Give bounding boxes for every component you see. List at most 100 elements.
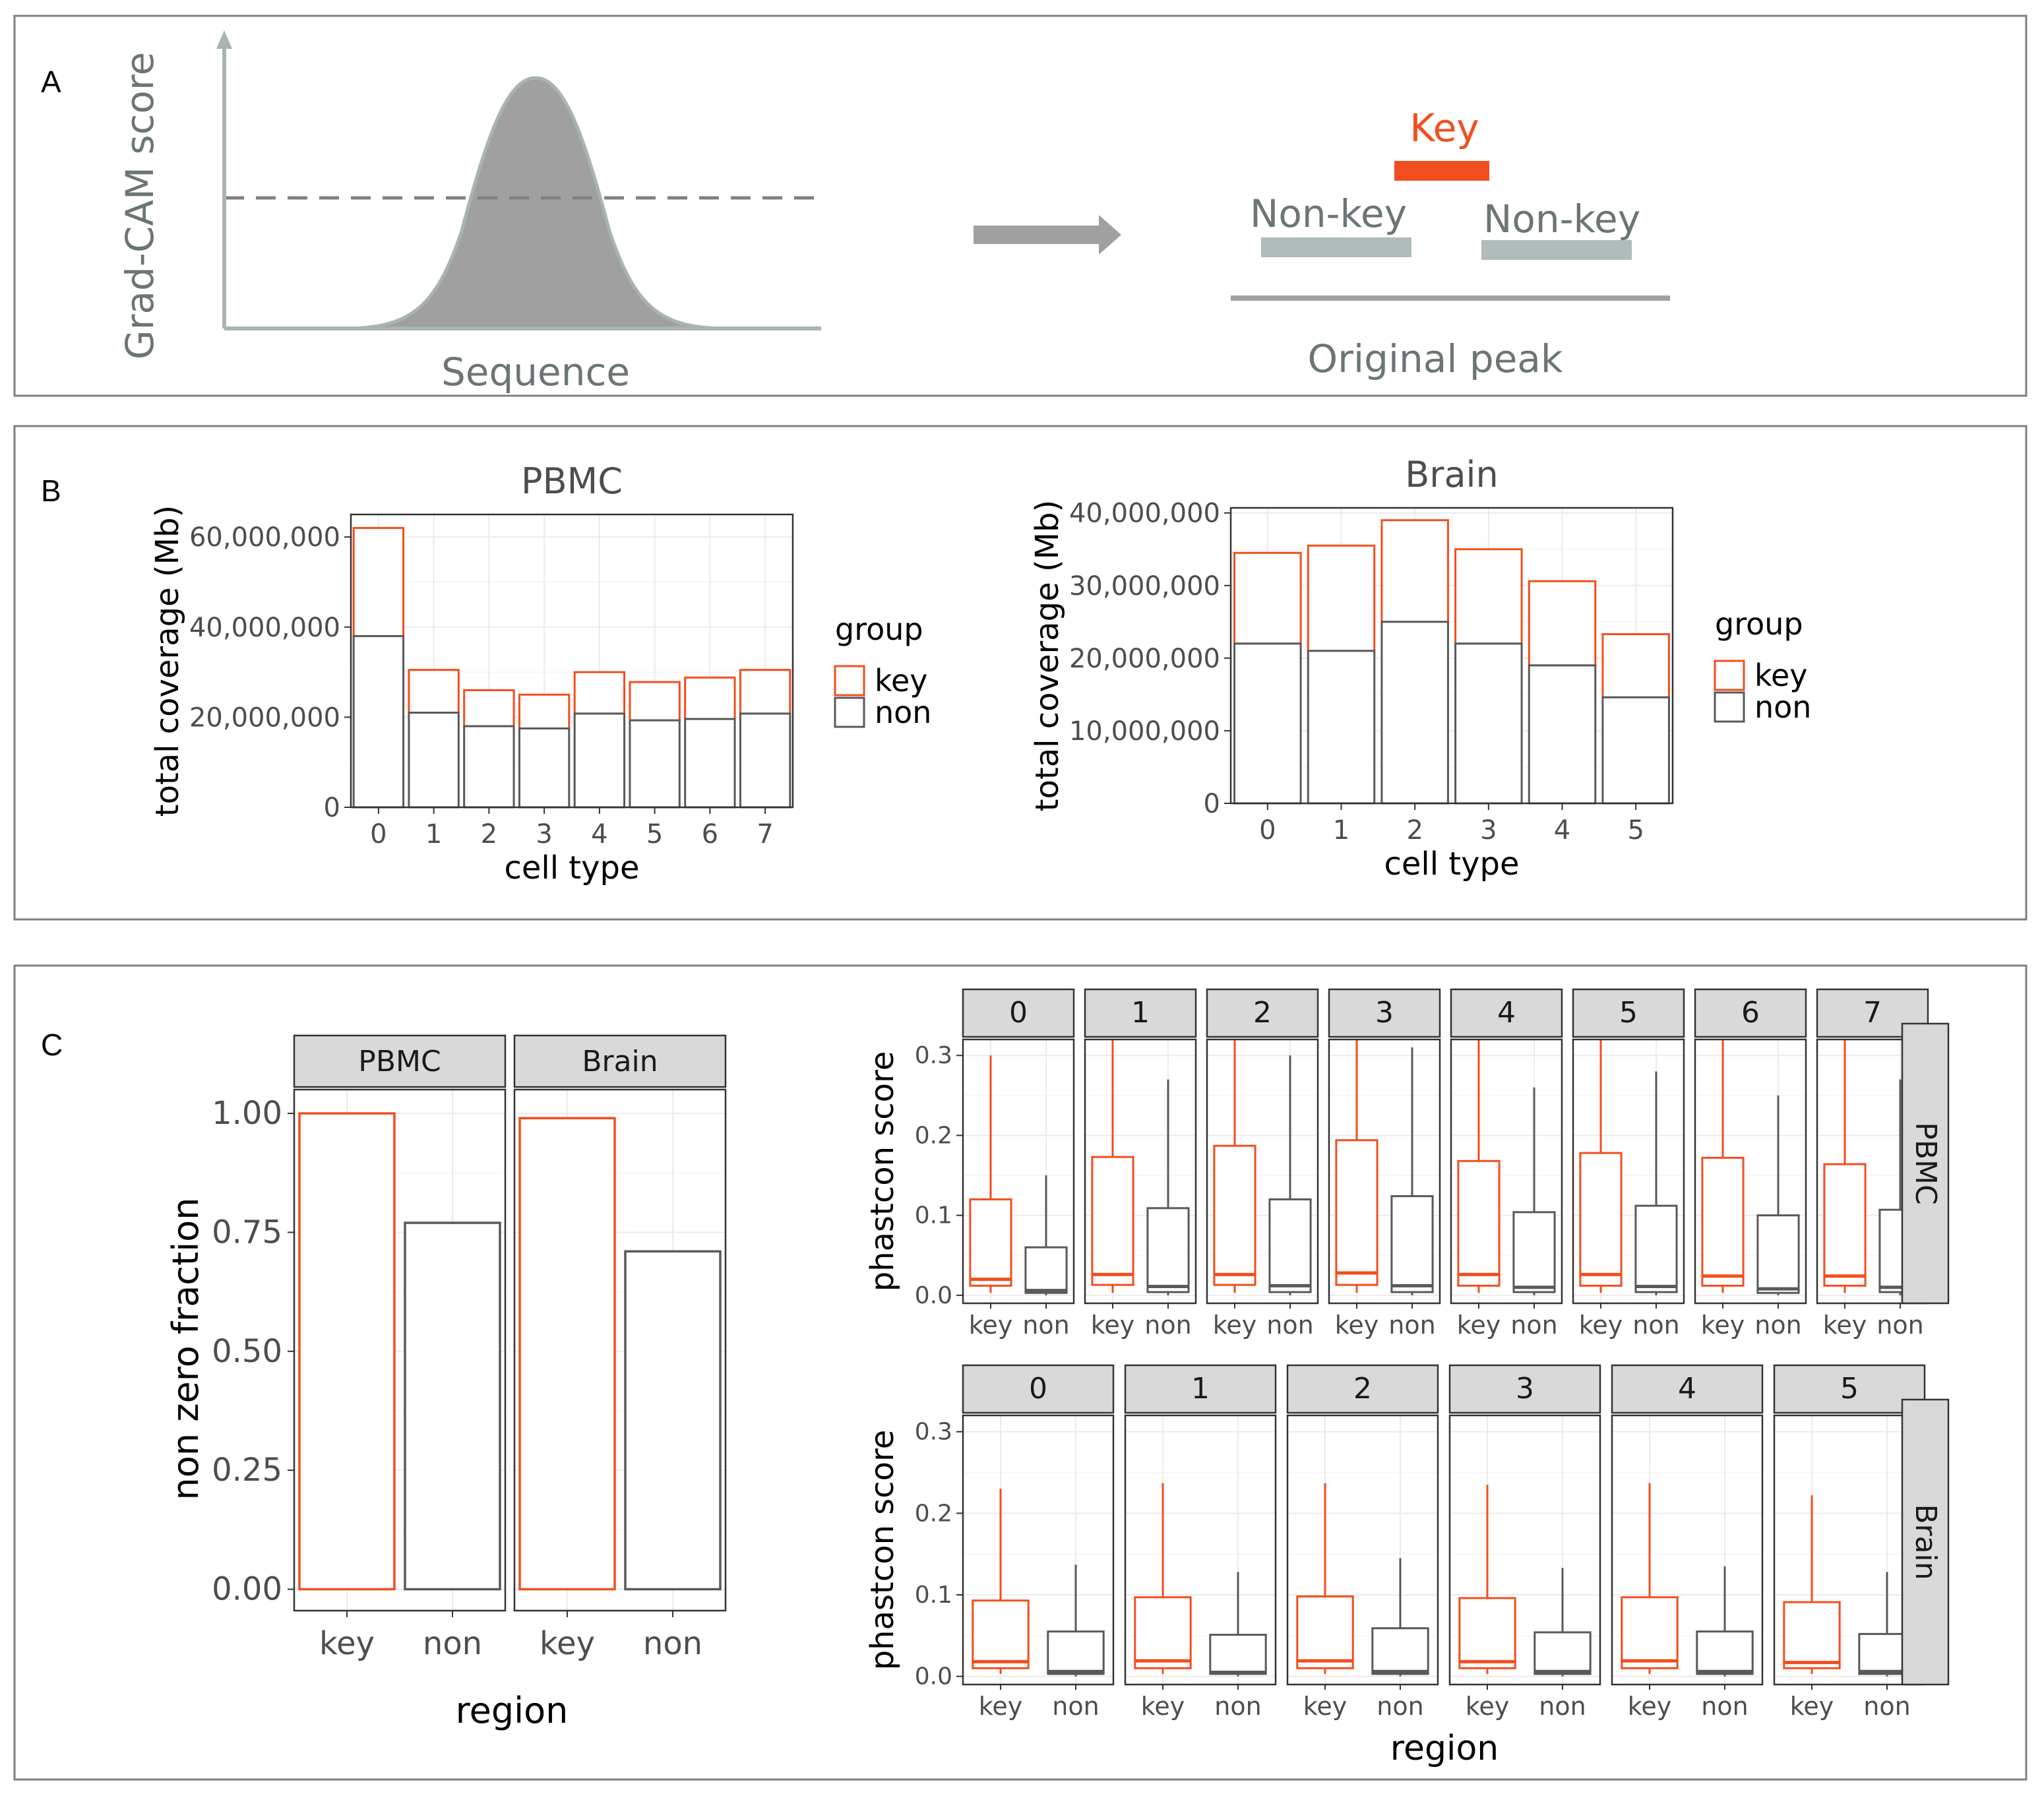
bar-key-segment — [739, 669, 791, 715]
x-tick-label: key — [1335, 1311, 1379, 1340]
x-tick-label: 3 — [536, 819, 552, 850]
y-tick-label: 0.0 — [915, 1663, 952, 1690]
y-tick-label: 0.0 — [915, 1282, 952, 1309]
legend-key-swatch — [1714, 660, 1745, 691]
y-tick-label: 1.00 — [212, 1095, 282, 1132]
pbmc-coverage-chart: 0 20,000,000 40,000,000 60,000,000 0 1 2 3 4 5 6 7 P… — [149, 460, 931, 886]
box-non-iqr — [1634, 1204, 1678, 1293]
facet-strip-label: 5 — [1840, 1372, 1859, 1406]
facet-strip — [293, 1034, 507, 1088]
panel-b-label: B — [41, 474, 61, 508]
y-tick-label: 0.75 — [212, 1214, 282, 1251]
key-region-bar — [1394, 161, 1489, 181]
legend-title: group — [835, 611, 923, 647]
bar-key-segment — [684, 676, 736, 720]
nonkey-right-label: Non-key — [1483, 197, 1640, 241]
plot-border — [1084, 1038, 1197, 1305]
y-tick-label: 20,000,000 — [189, 702, 340, 733]
y-tick-label: 0 — [1204, 789, 1220, 819]
box-non-iqr — [1268, 1198, 1312, 1293]
facet-strip-label: 3 — [1516, 1372, 1534, 1406]
y-tick-label: 0.25 — [212, 1452, 282, 1489]
box-key-iqr — [1823, 1163, 1867, 1287]
x-tick-label: key — [1790, 1692, 1834, 1721]
y-axis-arrowhead — [216, 30, 232, 49]
x-axis-title: region — [456, 1690, 569, 1731]
y-tick-label: 0.50 — [212, 1333, 282, 1370]
x-tick-label: 0 — [370, 819, 387, 850]
y-tick-label: 60,000,000 — [189, 522, 340, 553]
x-tick-label: key — [1579, 1311, 1623, 1340]
facet-strip — [1611, 1364, 1764, 1414]
box-key-iqr — [1579, 1152, 1623, 1287]
facet-strip — [1206, 988, 1319, 1038]
facet-strip-label: 3 — [1375, 996, 1394, 1030]
x-tick-label: 1 — [425, 819, 442, 850]
panel-a-frame — [13, 15, 2028, 397]
brain-coverage-chart: 0 10,000,000 20,000,000 30,000,000 40,000,00… — [1029, 454, 1811, 882]
x-tick-label: non — [1144, 1311, 1191, 1340]
box-non-iqr — [1047, 1630, 1105, 1675]
nonkey-right-bar — [1481, 240, 1632, 260]
x-axis-title: cell type — [1384, 846, 1519, 882]
facet-strip — [1694, 988, 1807, 1038]
plot-border — [1328, 1038, 1441, 1305]
nonkey-left-bar — [1261, 237, 1411, 257]
bar-non-segment — [463, 725, 515, 809]
bar-non-segment — [1380, 621, 1449, 805]
bar-non — [404, 1222, 501, 1591]
facet-strip — [1084, 988, 1197, 1038]
bar-key-segment — [408, 669, 460, 714]
arrow-icon — [974, 215, 1121, 255]
plot-border — [1448, 1414, 1601, 1686]
bar-key-segment — [352, 526, 405, 637]
x-axis-title: region — [1390, 1729, 1499, 1768]
box-non-iqr — [1209, 1634, 1267, 1675]
plot-title: Brain — [1405, 454, 1499, 495]
facet-strip — [1124, 1364, 1277, 1414]
plot-title: PBMC — [521, 460, 623, 502]
plot-border — [1572, 1038, 1685, 1305]
bar-non-segment — [352, 634, 405, 809]
box-key-iqr — [1213, 1144, 1256, 1286]
box-key-iqr — [1458, 1597, 1516, 1669]
box-key-iqr — [969, 1198, 1012, 1287]
plot-border — [1206, 1038, 1319, 1305]
facet-strip-label: 1 — [1191, 1372, 1210, 1406]
legend-non-label: non — [1754, 689, 1811, 725]
bar-non-segment — [1528, 664, 1597, 805]
box-key-iqr — [1621, 1596, 1679, 1669]
facet-strip — [1572, 988, 1685, 1038]
plot-border — [350, 513, 794, 809]
y-tick-label: 0.00 — [212, 1571, 282, 1608]
bar-key-segment — [1233, 551, 1302, 645]
plot-border — [1450, 1038, 1563, 1305]
row-strip-label: PBMC — [1909, 1122, 1942, 1204]
y-tick-label: 40,000,000 — [189, 613, 340, 643]
y-tick-label: 0.3 — [915, 1419, 952, 1446]
x-tick-label: non — [1052, 1692, 1099, 1721]
x-tick-label: key — [1701, 1311, 1745, 1340]
x-tick-label: key — [1213, 1311, 1257, 1340]
facet-strip-label: 0 — [1009, 996, 1028, 1030]
plot-border — [962, 1038, 1075, 1305]
box-non-iqr — [1533, 1631, 1592, 1675]
y-axis-title: total coverage (Mb) — [1029, 500, 1066, 811]
key-region-label: Key — [1409, 106, 1479, 150]
legend-non-swatch — [1714, 691, 1745, 723]
x-tick-label: 2 — [481, 819, 497, 850]
panel-c-frame — [13, 964, 2028, 1781]
x-axis-title: cell type — [504, 850, 639, 886]
box-non-iqr — [1696, 1630, 1754, 1675]
bar-key-segment — [1454, 548, 1523, 645]
y-tick-label: 40,000,000 — [1069, 499, 1220, 529]
facet-strip — [962, 1364, 1115, 1414]
gradcam-curve — [342, 76, 729, 330]
y-tick-label: 30,000,000 — [1069, 571, 1220, 602]
x-tick-label: key — [1628, 1692, 1672, 1721]
facet-strip-label: 4 — [1497, 996, 1516, 1030]
bar-non-segment — [408, 712, 460, 809]
bar-non-segment — [629, 719, 681, 809]
facet-strip — [1286, 1364, 1439, 1414]
